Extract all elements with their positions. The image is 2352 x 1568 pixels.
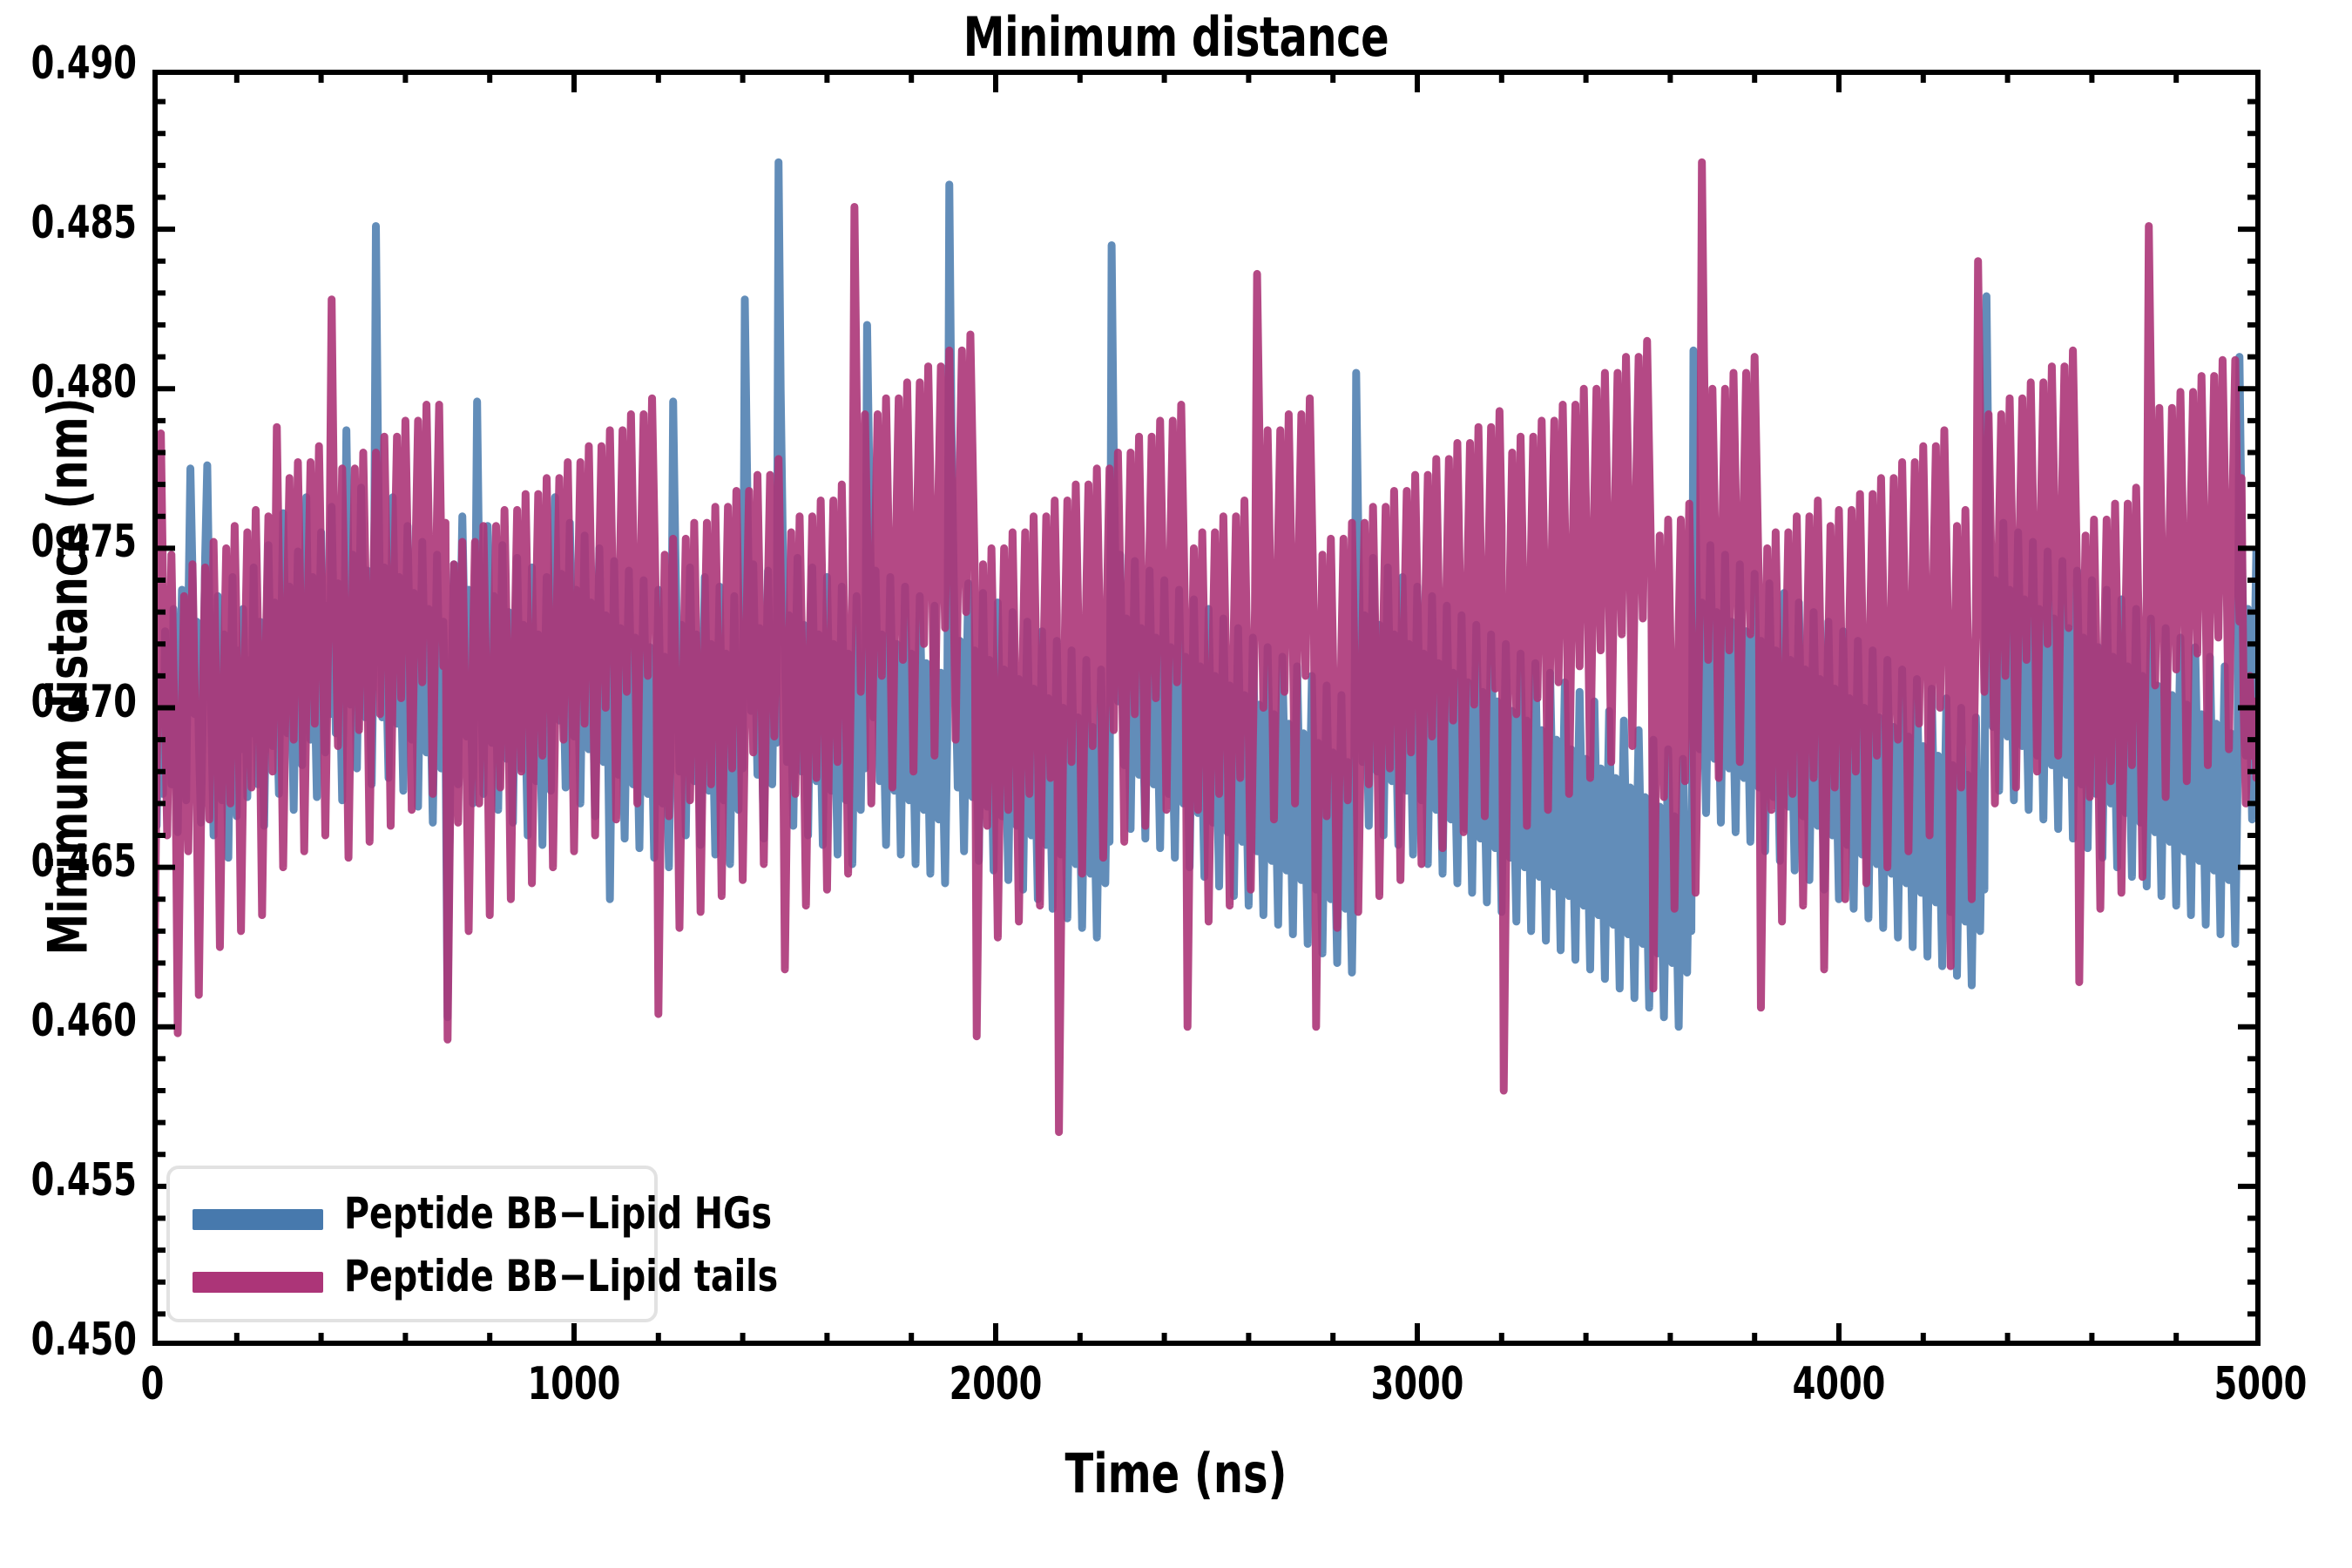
plot-area [152, 70, 2261, 1346]
x-tick-label: 1000 [527, 1358, 621, 1410]
x-tick-label: 5000 [2213, 1358, 2308, 1410]
y-tick-label: 0.455 [30, 1153, 137, 1206]
y-tick-label: 0.450 [30, 1314, 137, 1366]
x-tick-label: 4000 [1792, 1358, 1886, 1410]
legend-swatch-hgs [193, 1209, 323, 1230]
chart-legend: Peptide BB−Lipid HGs Peptide BB−Lipid ta… [166, 1166, 778, 1322]
legend-label-hgs: Peptide BB−Lipid HGs [344, 1188, 773, 1239]
chart-title: Minimum distance [963, 5, 1389, 69]
legend-item-tails[interactable]: Peptide BB−Lipid tails [170, 1251, 778, 1308]
x-tick-label: 0 [140, 1358, 165, 1410]
series-layer [152, 158, 2261, 1194]
y-tick-label: 0.465 [30, 835, 137, 888]
series-line-2 [152, 158, 2261, 1194]
y-tick-label: 0.480 [30, 356, 137, 409]
x-tick-label: 3000 [1370, 1358, 1464, 1410]
y-tick-label: 0.460 [30, 994, 137, 1047]
plot-svg [152, 70, 2261, 1346]
legend-item-hgs[interactable]: Peptide BB−Lipid HGs [170, 1188, 772, 1246]
legend-swatch-tails [193, 1272, 323, 1293]
legend-label-tails: Peptide BB−Lipid tails [344, 1251, 779, 1301]
x-axis-label: Time (ns) [1064, 1442, 1288, 1505]
y-tick-label: 0.470 [30, 675, 137, 728]
plot-frame [152, 70, 2261, 1346]
x-tick-label: 2000 [949, 1358, 1043, 1410]
y-tick-label: 0.475 [30, 516, 137, 569]
y-tick-label: 0.485 [30, 197, 137, 250]
y-tick-label: 0.490 [30, 37, 137, 90]
